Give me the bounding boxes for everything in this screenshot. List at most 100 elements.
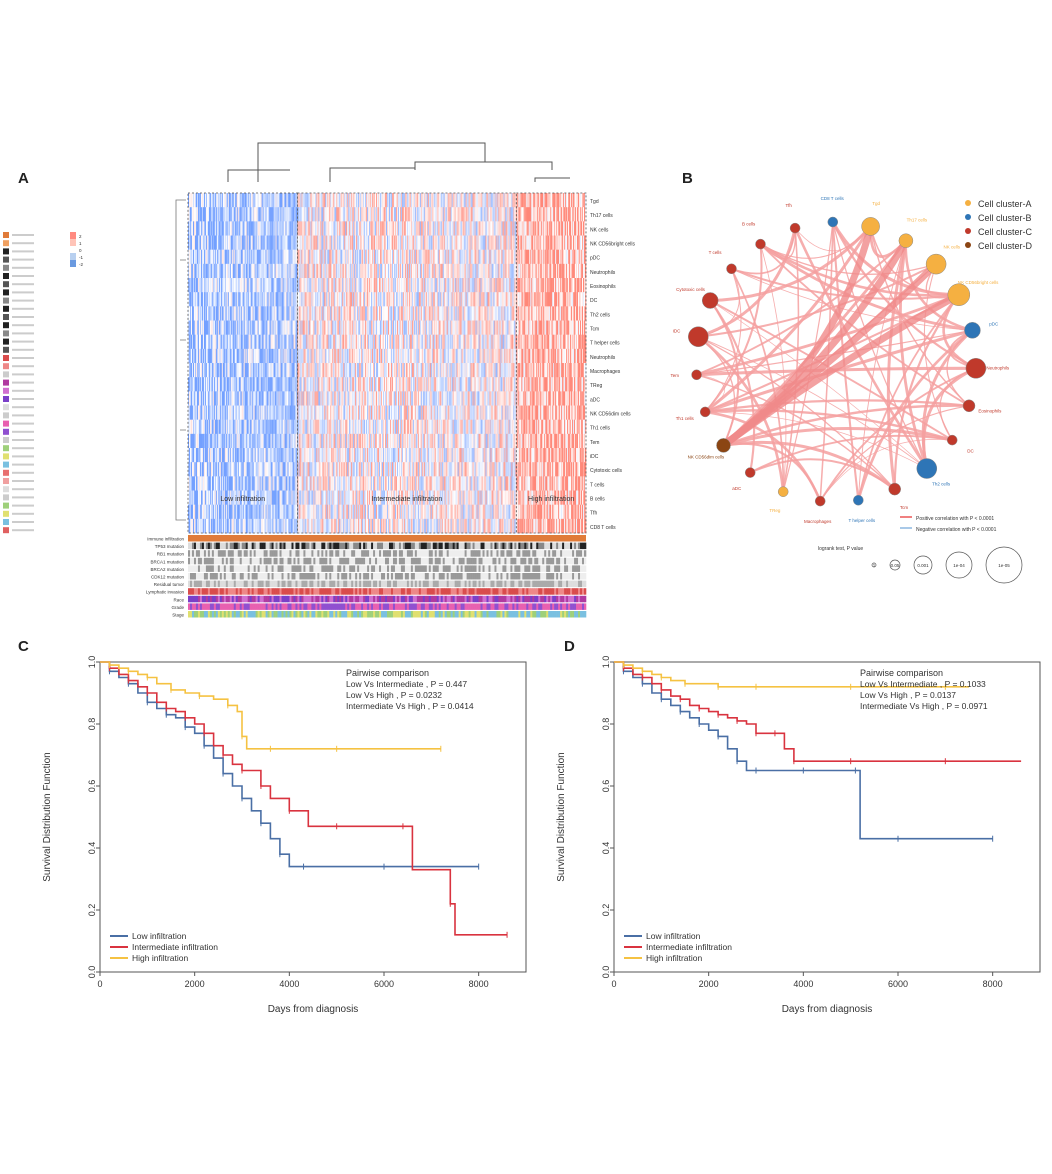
heatmap-cell [281, 363, 283, 378]
heatmap-cell [393, 490, 396, 505]
heatmap-cell [219, 193, 222, 208]
heatmap-cell [337, 235, 339, 250]
heatmap-cell [352, 448, 354, 463]
heatmap-cell [379, 518, 381, 534]
heatmap-cell [326, 207, 328, 222]
heatmap-cell [378, 193, 380, 208]
heatmap-cell [274, 490, 276, 505]
heatmap-cell [205, 320, 208, 335]
heatmap-cell [390, 221, 393, 236]
heatmap-cell [364, 306, 366, 321]
heatmap-cell [275, 433, 277, 449]
heatmap-cell [294, 518, 296, 534]
heatmap-cell [206, 363, 209, 378]
heatmap-cell [208, 448, 211, 463]
heatmap-cell [224, 193, 227, 208]
heatmap-cell [235, 363, 238, 378]
heatmap-cell [338, 391, 340, 406]
heatmap-cell [292, 207, 294, 222]
heatmap-cell [293, 419, 295, 435]
heatmap-cell [198, 278, 201, 293]
heatmap-cell [340, 462, 342, 477]
heatmap-cell [383, 419, 385, 435]
heatmap-cell [352, 249, 354, 265]
heatmap-cell [378, 433, 380, 449]
heatmap-cell [327, 419, 329, 435]
heatmap-cell [205, 405, 208, 420]
heatmap-cell [243, 490, 246, 505]
heatmap-cell [337, 278, 339, 293]
heatmap-cell [268, 363, 270, 378]
heatmap-cell [284, 363, 286, 378]
heatmap-cell [253, 193, 255, 208]
heatmap-cell [388, 207, 390, 222]
heatmap-cell [302, 518, 304, 534]
heatmap-cell [195, 278, 198, 293]
heatmap-cell [305, 306, 307, 321]
heatmap-cell [371, 320, 373, 335]
heatmap-cell [353, 249, 355, 265]
heatmap-cell [198, 320, 201, 335]
heatmap-cell [368, 363, 370, 378]
heatmap-cell [188, 433, 190, 449]
heatmap-cell [213, 419, 216, 435]
heatmap-cell [272, 476, 274, 491]
heatmap-cell [305, 249, 307, 265]
heatmap-cell [189, 377, 191, 392]
heatmap-cell [351, 448, 353, 463]
heatmap-cell [295, 405, 297, 420]
heatmap-cell [264, 462, 266, 477]
heatmap-cell [265, 193, 267, 208]
heatmap-cell [378, 504, 380, 520]
heatmap-cell [378, 221, 380, 236]
heatmap-cell [205, 504, 208, 520]
heatmap-cell [349, 377, 351, 392]
heatmap-cell [328, 292, 330, 307]
heatmap-cell [365, 405, 367, 420]
row-dendrogram [175, 199, 186, 521]
heatmap-cell [381, 348, 383, 364]
heatmap-cell [262, 419, 264, 435]
heatmap-cell [358, 391, 360, 406]
heatmap-cell [305, 334, 307, 350]
heatmap-cell [246, 448, 248, 463]
heatmap-cell [319, 419, 321, 435]
heatmap-cell [264, 490, 266, 505]
heatmap-cell [338, 348, 340, 364]
heatmap-cell [386, 448, 388, 463]
heatmap-cell [341, 433, 343, 449]
heatmap-cell [207, 391, 210, 406]
heatmap-cell [288, 419, 290, 435]
heatmap-cell [211, 292, 214, 307]
heatmap-cell [205, 462, 208, 477]
heatmap-cell [378, 278, 380, 293]
heatmap-cell [280, 504, 282, 520]
heatmap-cell [195, 448, 198, 463]
heatmap-cell [342, 490, 344, 505]
heatmap-cell [317, 377, 319, 392]
heatmap-cell [376, 433, 378, 449]
heatmap-cell [244, 292, 247, 307]
heatmap-cell [357, 193, 359, 208]
heatmap-cell [347, 306, 349, 321]
heatmap-cell [388, 518, 390, 534]
heatmap-cell [347, 221, 349, 236]
heatmap-cell [288, 377, 290, 392]
heatmap-cell [224, 348, 227, 364]
heatmap-cell [306, 278, 308, 293]
heatmap-cell [362, 207, 364, 222]
heatmap-cell [253, 306, 255, 321]
heatmap-cell [230, 207, 233, 222]
heatmap-cell [246, 377, 248, 392]
heatmap-cell [382, 405, 384, 420]
heatmap-cell [241, 363, 244, 378]
heatmap-cell [281, 292, 283, 307]
heatmap-cell [214, 292, 217, 307]
heatmap-cell [189, 249, 191, 265]
heatmap-cell [302, 377, 304, 392]
heatmap-cell [318, 518, 320, 534]
heatmap-cell [229, 419, 232, 435]
heatmap-cell [386, 235, 388, 250]
heatmap-cell [257, 490, 259, 505]
heatmap-cell [191, 235, 194, 250]
